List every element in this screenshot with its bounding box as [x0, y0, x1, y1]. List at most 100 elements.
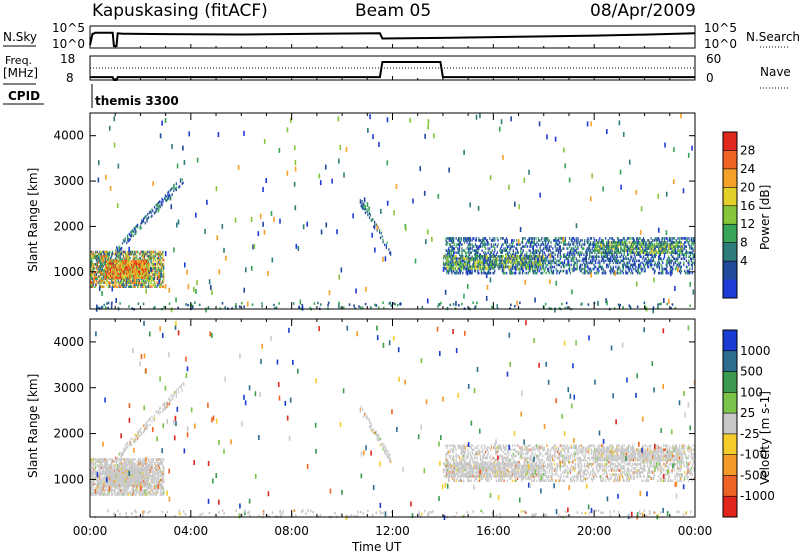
echo-cell: [565, 263, 567, 267]
echo-cell: [100, 256, 103, 260]
echo-cell: [100, 458, 103, 461]
echo-cell: [641, 249, 643, 252]
echo-cell: [691, 251, 693, 254]
echo-cell: [158, 254, 160, 258]
echo-cell: [137, 285, 139, 289]
echo-cell: [617, 245, 619, 248]
echo-cell: [644, 245, 646, 248]
noise-cell: [193, 287, 195, 293]
echo-cell: [689, 267, 691, 271]
echo-cell: [589, 259, 592, 263]
echo-cell: [103, 275, 105, 278]
echo-cell: [105, 260, 107, 264]
echo-cell: [484, 265, 486, 268]
ground-cell: [177, 306, 179, 310]
echo-cell: [462, 267, 464, 270]
echo-cell: [160, 283, 162, 286]
echo-cell: [95, 470, 97, 474]
echo-cell: [682, 247, 684, 250]
echo-cell: [106, 279, 109, 282]
echo-cell: [98, 470, 100, 474]
echo-cell: [663, 241, 666, 244]
echo-cell: [144, 281, 146, 284]
echo-cell: [622, 267, 624, 271]
echo-cell: [552, 251, 555, 254]
echo-cell: [650, 253, 652, 257]
echo-cell: [554, 253, 556, 257]
echo-cell: [474, 257, 476, 260]
freq-series-line: [90, 61, 695, 81]
echo-cell: [118, 247, 120, 251]
echo-cell: [95, 275, 97, 278]
echo-cell: [488, 257, 490, 260]
echo-cell: [489, 251, 492, 254]
echo-cell: [595, 271, 598, 275]
echo-cell: [459, 263, 461, 266]
echo-cell: [573, 243, 575, 246]
echo-cell: [571, 257, 573, 261]
echo-cell: [489, 263, 491, 266]
echo-cell: [127, 239, 130, 243]
echo-cell: [147, 269, 150, 272]
echo-cell: [609, 261, 611, 265]
echo-cell: [594, 243, 596, 246]
echo-cell: [475, 253, 477, 257]
echo-cell: [642, 249, 644, 252]
echo-cell: [630, 257, 632, 261]
echo-cell: [626, 237, 629, 240]
echo-cell: [646, 243, 648, 246]
echo-cell: [629, 259, 631, 263]
echo-cell: [465, 257, 467, 260]
echo-cell: [117, 274, 119, 277]
echo-cell: [675, 241, 677, 244]
echo-cell: [651, 259, 653, 263]
echo-cell: [134, 232, 136, 236]
echo-cell: [598, 259, 600, 263]
echo-cell: [585, 251, 588, 254]
echo-cell: [96, 491, 98, 494]
echo-cell: [568, 259, 570, 263]
noise-cell: [519, 227, 522, 233]
echo-cell: [522, 237, 524, 240]
echo-cell: [489, 253, 492, 257]
echo-cell: [448, 237, 451, 240]
noise-cell: [265, 178, 268, 184]
echo-cell: [484, 247, 487, 250]
echo-cell: [159, 262, 161, 266]
echo-cell: [512, 251, 514, 254]
echo-cell: [673, 251, 675, 254]
echo-cell: [550, 263, 552, 267]
echo-cell: [673, 241, 676, 244]
echo-cell: [158, 201, 160, 204]
echo-cell: [120, 283, 122, 286]
echo-cell: [100, 275, 102, 278]
noise-cell: [409, 117, 412, 123]
noise-cell: [562, 236, 565, 242]
echo-cell: [481, 261, 483, 264]
echo-cell: [385, 244, 388, 247]
echo-cell: [120, 247, 122, 251]
echo-cell: [611, 247, 614, 250]
echo-cell: [118, 281, 120, 284]
echo-cell: [140, 250, 142, 254]
echo-cell: [505, 241, 507, 244]
echo-cell: [459, 269, 461, 273]
echo-cell: [625, 269, 627, 273]
echo-cell: [538, 269, 540, 273]
echo-cell: [574, 239, 576, 242]
echo-cell: [151, 275, 153, 278]
echo-cell: [532, 245, 535, 248]
echo-cell: [672, 241, 674, 244]
echo-cell: [542, 257, 545, 260]
echo-cell: [511, 239, 514, 242]
echo-cell: [97, 260, 99, 264]
ground-cell: [374, 303, 376, 307]
echo-cell: [472, 265, 474, 268]
echo-cell: [486, 259, 488, 263]
echo-cell: [162, 252, 164, 256]
echo-cell: [559, 247, 561, 250]
echo-cell: [512, 261, 514, 265]
echo-cell: [690, 245, 693, 248]
echo-cell: [643, 269, 645, 273]
echo-cell: [523, 245, 525, 248]
